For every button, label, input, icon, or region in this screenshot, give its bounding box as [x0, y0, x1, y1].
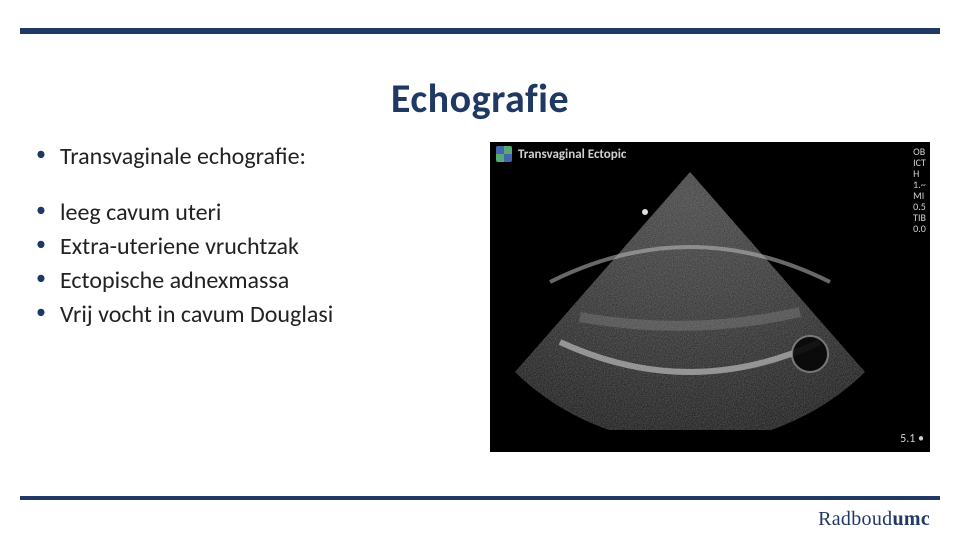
- ultrasound-depth-label: 5.1 •: [900, 432, 924, 446]
- ultrasound-meta: OB ICT H 1.~ MI 0.5 TIB 0.0: [913, 146, 926, 234]
- bullet-list-2: leeg cavum uteri Extra-uteriene vruchtza…: [32, 198, 452, 330]
- list-item: leeg cavum uteri: [32, 198, 452, 228]
- slide: Echografie Transvaginale echografie: lee…: [0, 0, 960, 540]
- ultrasound-header: Transvaginal Ectopic: [496, 146, 626, 162]
- list-item: Transvaginale echografie:: [32, 142, 452, 172]
- footer-logo-part2: umc: [892, 508, 930, 530]
- list-item: Ectopische adnexmassa: [32, 266, 452, 296]
- bullet-list-1: Transvaginale echografie:: [32, 142, 452, 172]
- top-rule: [20, 28, 940, 34]
- list-item: Vrij vocht in cavum Douglasi: [32, 300, 452, 330]
- bottom-rule: [20, 496, 940, 500]
- footer-logo-part1: Radboud: [818, 508, 892, 530]
- list-item: Extra-uteriene vruchtzak: [32, 232, 452, 262]
- ultrasound-panel: Transvaginal Ectopic OB ICT H 1.~ MI 0.5…: [490, 142, 930, 452]
- ultrasound-logo-icon: [496, 146, 512, 162]
- slide-title: Echografie: [0, 74, 960, 123]
- ultrasound-header-label: Transvaginal Ectopic: [518, 147, 626, 162]
- list-spacer: [32, 176, 452, 198]
- ultrasound-cone: [510, 172, 870, 430]
- ultrasound-meta-line: 0.0: [913, 223, 926, 234]
- content-body: Transvaginale echografie: leeg cavum ute…: [32, 142, 452, 334]
- footer-logo: Radboudumc: [818, 504, 930, 534]
